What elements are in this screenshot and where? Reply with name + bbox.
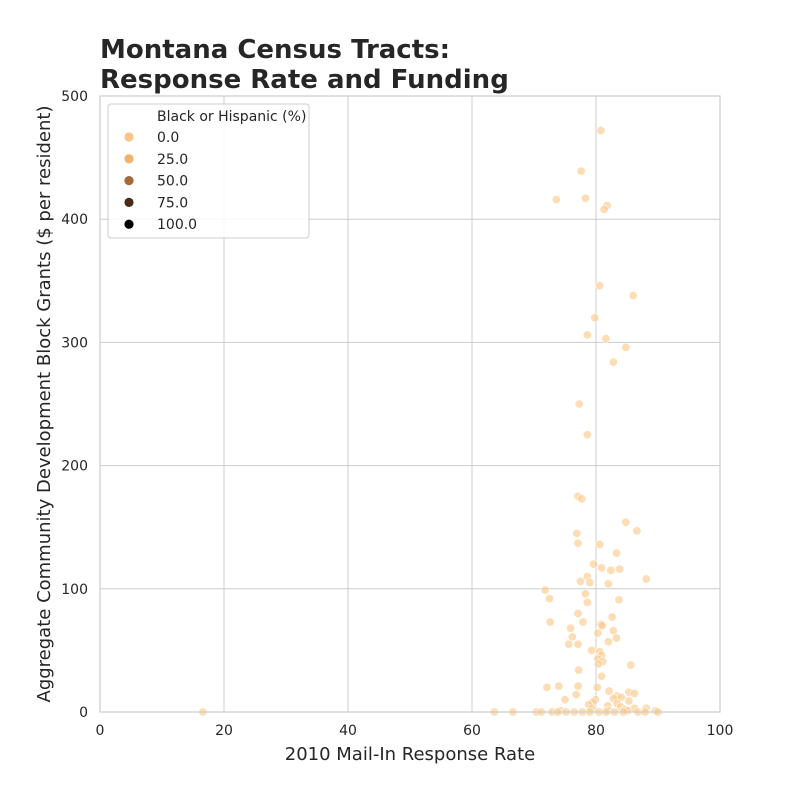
- scatter-point: [615, 564, 625, 574]
- scatter-point: [629, 689, 639, 699]
- scatter-point: [580, 589, 590, 599]
- y-axis-label: Aggregate Community Development Block Gr…: [34, 106, 55, 703]
- x-tick-label: 0: [96, 723, 105, 739]
- scatter-point: [542, 682, 552, 692]
- scatter-point: [587, 645, 597, 655]
- legend-marker: [124, 219, 134, 229]
- legend-title: Black or Hispanic (%): [157, 109, 306, 125]
- scatter-point: [564, 639, 574, 649]
- scatter-point: [566, 623, 576, 633]
- scatter-point: [603, 637, 613, 647]
- legend-marker: [124, 176, 134, 186]
- legend-entry-label: 25.0: [157, 152, 188, 168]
- legend-entry-label: 0.0: [157, 130, 179, 146]
- scatter-point: [589, 559, 599, 569]
- scatter-point: [606, 565, 616, 575]
- scatter-point: [614, 595, 624, 605]
- y-tick-label: 200: [61, 459, 88, 475]
- scatter-point: [596, 125, 606, 135]
- scatter-point: [572, 528, 582, 538]
- scatter-point: [577, 494, 587, 504]
- scatter-point: [574, 665, 584, 675]
- scatter-point: [585, 578, 595, 588]
- scatter-point: [604, 686, 614, 696]
- scatter-point: [582, 330, 592, 340]
- scatter-point: [593, 659, 603, 669]
- legend-marker: [124, 154, 134, 164]
- scatter-point: [608, 357, 618, 367]
- legend-entry-label: 100.0: [157, 217, 197, 233]
- data-points: [198, 125, 663, 717]
- tick-labels: 0 20 40 60 80 100 0 100 200 300 400 500: [61, 89, 733, 739]
- scatter-point: [573, 608, 583, 618]
- scatter-point: [590, 313, 600, 323]
- legend-marker: [124, 197, 134, 207]
- scatter-point: [595, 281, 605, 291]
- plot-frame: [99, 95, 721, 713]
- scatter-point: [545, 617, 555, 627]
- scatter-point: [628, 291, 638, 301]
- scatter-point: [624, 696, 634, 706]
- y-tick-label: 0: [79, 705, 88, 721]
- scatter-point: [573, 538, 583, 548]
- scatter-point: [575, 576, 585, 586]
- scatter-point: [582, 597, 592, 607]
- legend-marker: [124, 132, 134, 142]
- scatter-point: [597, 563, 607, 573]
- scatter-point: [573, 639, 583, 649]
- scatter-point: [554, 681, 564, 691]
- scatter-point: [580, 193, 590, 203]
- scatter-point: [597, 671, 607, 681]
- scatter-point: [611, 633, 621, 643]
- x-tick-label: 20: [215, 723, 233, 739]
- scatter-point: [560, 695, 570, 705]
- scatter-point: [632, 526, 642, 536]
- scatter-point: [597, 621, 607, 631]
- scatter-point: [626, 660, 636, 670]
- scatter-point: [593, 628, 603, 638]
- y-tick-label: 400: [61, 212, 88, 228]
- x-tick-label: 80: [587, 723, 605, 739]
- scatter-point: [607, 612, 617, 622]
- scatter-point: [574, 399, 584, 409]
- scatter-point: [641, 574, 651, 584]
- scatter-point: [551, 194, 561, 204]
- chart-title-line-2: Response Rate and Funding: [100, 65, 509, 95]
- chart-title-line-1: Montana Census Tracts:: [100, 35, 450, 65]
- scatter-point: [582, 430, 592, 440]
- scatter-point: [603, 579, 613, 589]
- scatter-point: [599, 204, 609, 214]
- scatter-point: [576, 166, 586, 176]
- scatter-point: [573, 681, 583, 691]
- scatter-point: [611, 548, 621, 558]
- y-tick-label: 100: [61, 582, 88, 598]
- y-tick-label: 300: [61, 335, 88, 351]
- scatter-point: [567, 632, 577, 642]
- scatter-point: [571, 690, 581, 700]
- x-axis-label: 2010 Mail-In Response Rate: [285, 744, 535, 765]
- legend-entry-label: 75.0: [157, 195, 188, 211]
- scatter-point: [601, 334, 611, 344]
- scatter-point: [578, 617, 588, 627]
- scatter-point: [544, 594, 554, 604]
- x-tick-label: 40: [339, 723, 357, 739]
- legend-entry-label: 50.0: [157, 174, 188, 190]
- scatter-point: [595, 539, 605, 549]
- scatter-point: [592, 682, 602, 692]
- legend: Black or Hispanic (%) 0.0 25.0 50.0 75.0 100…: [107, 103, 310, 239]
- x-tick-label: 100: [707, 723, 734, 739]
- legend-box: [107, 103, 310, 239]
- scatter-point: [540, 585, 550, 595]
- x-tick-label: 60: [463, 723, 481, 739]
- scatter-point: [621, 517, 631, 527]
- scatter-point: [621, 342, 631, 352]
- y-tick-label: 500: [61, 89, 88, 105]
